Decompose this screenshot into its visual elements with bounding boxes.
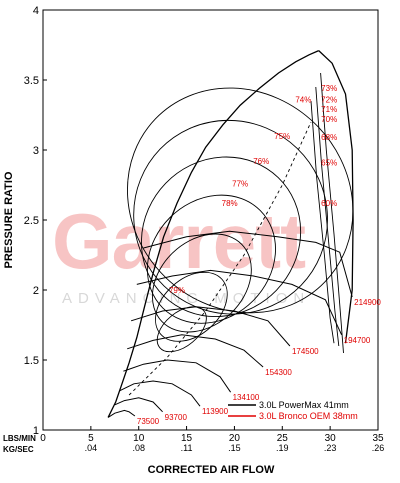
efficiency-island (140, 156, 302, 318)
speed-line-93700 (114, 397, 163, 413)
x-unit-primary: LBS/MIN (3, 434, 36, 443)
y-tick-label: 4 (33, 5, 39, 17)
speed-line-214900 (143, 230, 353, 298)
y-axis-title: PRESSURE RATIO (3, 171, 15, 268)
peak-efficiency-dashed-line (128, 121, 312, 396)
efficiency-label: 75% (274, 132, 290, 141)
y-tick-label: 1 (33, 425, 39, 437)
legend: 3.0L PowerMax 41mm 3.0L Bronco OEM 38mm (228, 400, 358, 421)
x-tick-label-secondary: .11 (181, 443, 193, 453)
x-tick-label-secondary: .19 (276, 443, 289, 453)
speed-label-194700: 194700 (344, 336, 371, 345)
efficiency-contour-outer (320, 72, 344, 354)
speed-label-134100: 134100 (233, 393, 260, 402)
speed-line-134100 (123, 359, 232, 393)
efficiency-label: 79% (169, 286, 185, 295)
efficiency-label: 74% (295, 95, 311, 104)
efficiency-label: 60% (321, 199, 337, 208)
x-tick-label: 30 (325, 433, 337, 444)
watermark-tagline: ADVANCING MOTION (62, 290, 310, 307)
efficiency-label: 68% (321, 133, 337, 142)
x-tick-label: 25 (277, 433, 289, 444)
x-tick-label-secondary: .23 (324, 443, 337, 453)
speed-label-113900: 113900 (202, 407, 229, 416)
speed-line-194700 (136, 269, 343, 336)
x-axis-title: CORRECTED AIR FLOW (148, 464, 275, 476)
efficiency-island (156, 306, 207, 353)
watermark-brand: Garrett (52, 197, 306, 285)
speed-line-73500 (107, 409, 136, 418)
y-tick-label: 1.5 (24, 355, 39, 367)
speed-label-174500: 174500 (292, 347, 319, 356)
efficiency-island (151, 233, 252, 333)
x-tick-label-secondary: .04 (85, 443, 98, 453)
x-tick-label-secondary: .15 (228, 443, 241, 453)
efficiency-label: 76% (253, 157, 269, 166)
y-tick-label: 2 (33, 285, 39, 297)
efficiency-label: 65% (321, 158, 337, 167)
speed-line-174500 (130, 306, 291, 347)
efficiency-label: 70% (321, 115, 337, 124)
efficiency-label: 72% (321, 95, 337, 104)
x-tick-label: 10 (133, 433, 145, 444)
legend-label-black: 3.0L PowerMax 41mm (259, 400, 349, 410)
x-tick-label: 0 (40, 433, 46, 444)
x-unit-secondary: KG/SEC (3, 445, 34, 454)
x-tick-label-secondary: .08 (132, 443, 145, 453)
x-tick-label-secondary: .26 (372, 443, 385, 453)
efficiency-contour-outer (310, 100, 335, 344)
efficiency-island (146, 194, 276, 324)
legend-label-red: 3.0L Bronco OEM 38mm (259, 411, 358, 421)
speed-label-154300: 154300 (265, 368, 292, 377)
efficiency-label: 77% (232, 179, 248, 188)
efficiency-label: 71% (321, 105, 337, 114)
speed-label-73500: 73500 (137, 417, 160, 426)
surge-line (107, 50, 319, 418)
choke-line (318, 50, 354, 344)
x-tick-label: 35 (372, 433, 384, 444)
speed-line-113900 (119, 380, 201, 407)
x-tick-label: 15 (181, 433, 193, 444)
y-tick-label: 3.5 (24, 75, 39, 87)
y-tick-label: 2.5 (24, 215, 39, 227)
x-tick-label: 5 (88, 433, 94, 444)
efficiency-island (133, 119, 328, 315)
efficiency-label: 73% (321, 84, 337, 93)
x-tick-label: 20 (229, 433, 241, 444)
efficiency-label: 78% (222, 199, 238, 208)
speed-label-93700: 93700 (165, 413, 188, 422)
speed-line-154300 (127, 334, 264, 368)
speed-label-214900: 214900 (354, 298, 381, 307)
y-tick-label: 3 (33, 145, 39, 157)
